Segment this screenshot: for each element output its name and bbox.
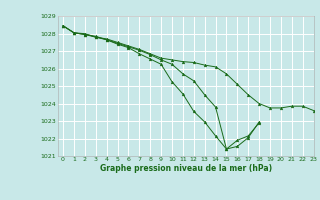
X-axis label: Graphe pression niveau de la mer (hPa): Graphe pression niveau de la mer (hPa) — [100, 164, 272, 173]
